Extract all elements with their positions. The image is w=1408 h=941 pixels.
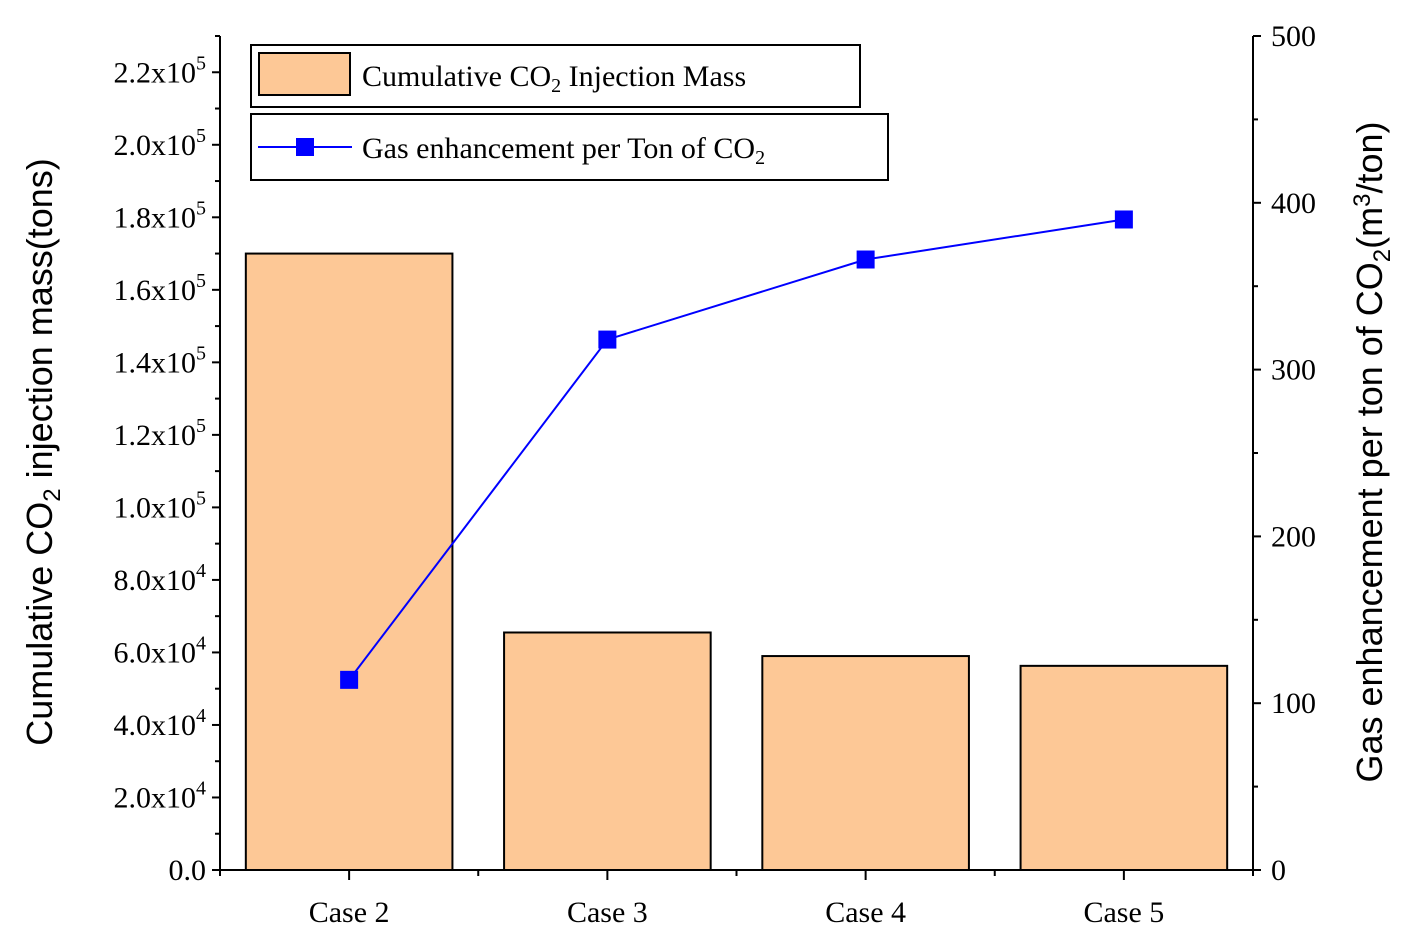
- left-tick-label: 0.0: [169, 854, 207, 887]
- right-tick-label: 500: [1271, 20, 1316, 53]
- line-point-case-4: [856, 250, 875, 269]
- x-tick-label: Case 2: [309, 896, 390, 929]
- left-tick-label: 6.0x104: [114, 632, 207, 669]
- right-axis-title: Gas enhancement per ton of CO2(m3/ton): [1349, 121, 1396, 782]
- right-tick-label: 300: [1271, 354, 1316, 387]
- x-tick-label: Case 4: [825, 896, 906, 929]
- left-tick-label: 4.0x104: [114, 705, 207, 742]
- left-axis-title: Cumulative CO2 injection mass(tons): [19, 158, 66, 746]
- right-axis-ticks: 0 100 200 300 400 500: [1253, 20, 1316, 887]
- left-tick-label: 1.0x105: [114, 487, 207, 524]
- right-tick-label: 0: [1271, 854, 1286, 887]
- line-series: [340, 210, 1133, 689]
- left-axis-ticks: 0.0 2.0x104 4.0x104 6.0x104 8.0x104 1.0x105 1.…: [114, 35, 220, 887]
- legend-bar-box: [250, 44, 861, 108]
- x-axis-ticks: Case 2 Case 3 Case 4 Case 5: [219, 870, 1254, 929]
- right-tick-label: 100: [1271, 687, 1316, 720]
- legend: Cumulative CO2 Injection Mass Gas enhanc…: [250, 44, 889, 181]
- left-tick-label: 8.0x104: [114, 560, 207, 597]
- x-tick-label: Case 5: [1083, 896, 1164, 929]
- bar-case-3: [503, 631, 712, 872]
- legend-bar-swatch: [258, 52, 351, 96]
- legend-line-label: Gas enhancement per Ton of CO2: [362, 132, 765, 169]
- left-tick-label: 2.0x104: [114, 777, 207, 814]
- bar-case-5: [1019, 664, 1229, 872]
- left-tick-label: 1.4x105: [114, 342, 207, 379]
- bar-case-2: [244, 252, 454, 871]
- legend-bar-label: Cumulative CO2 Injection Mass: [362, 60, 746, 97]
- left-tick-label: 2.2x105: [114, 52, 207, 89]
- line-point-case-2: [340, 670, 359, 689]
- bar-series: [244, 252, 1229, 872]
- legend-line-marker: [296, 138, 314, 156]
- left-tick-label: 2.0x105: [114, 125, 207, 162]
- legend-line-box: [250, 113, 889, 181]
- left-tick-label: 1.6x105: [114, 270, 207, 307]
- line-point-case-5: [1114, 210, 1133, 229]
- line-point-case-3: [598, 330, 617, 349]
- bar-case-4: [761, 655, 970, 871]
- gas-enhancement-line: [348, 218, 1125, 681]
- left-tick-label: 1.2x105: [114, 415, 207, 452]
- x-tick-label: Case 3: [567, 896, 648, 929]
- right-tick-label: 400: [1271, 187, 1316, 220]
- left-tick-label: 1.8x105: [114, 197, 207, 234]
- right-tick-label: 200: [1271, 520, 1316, 553]
